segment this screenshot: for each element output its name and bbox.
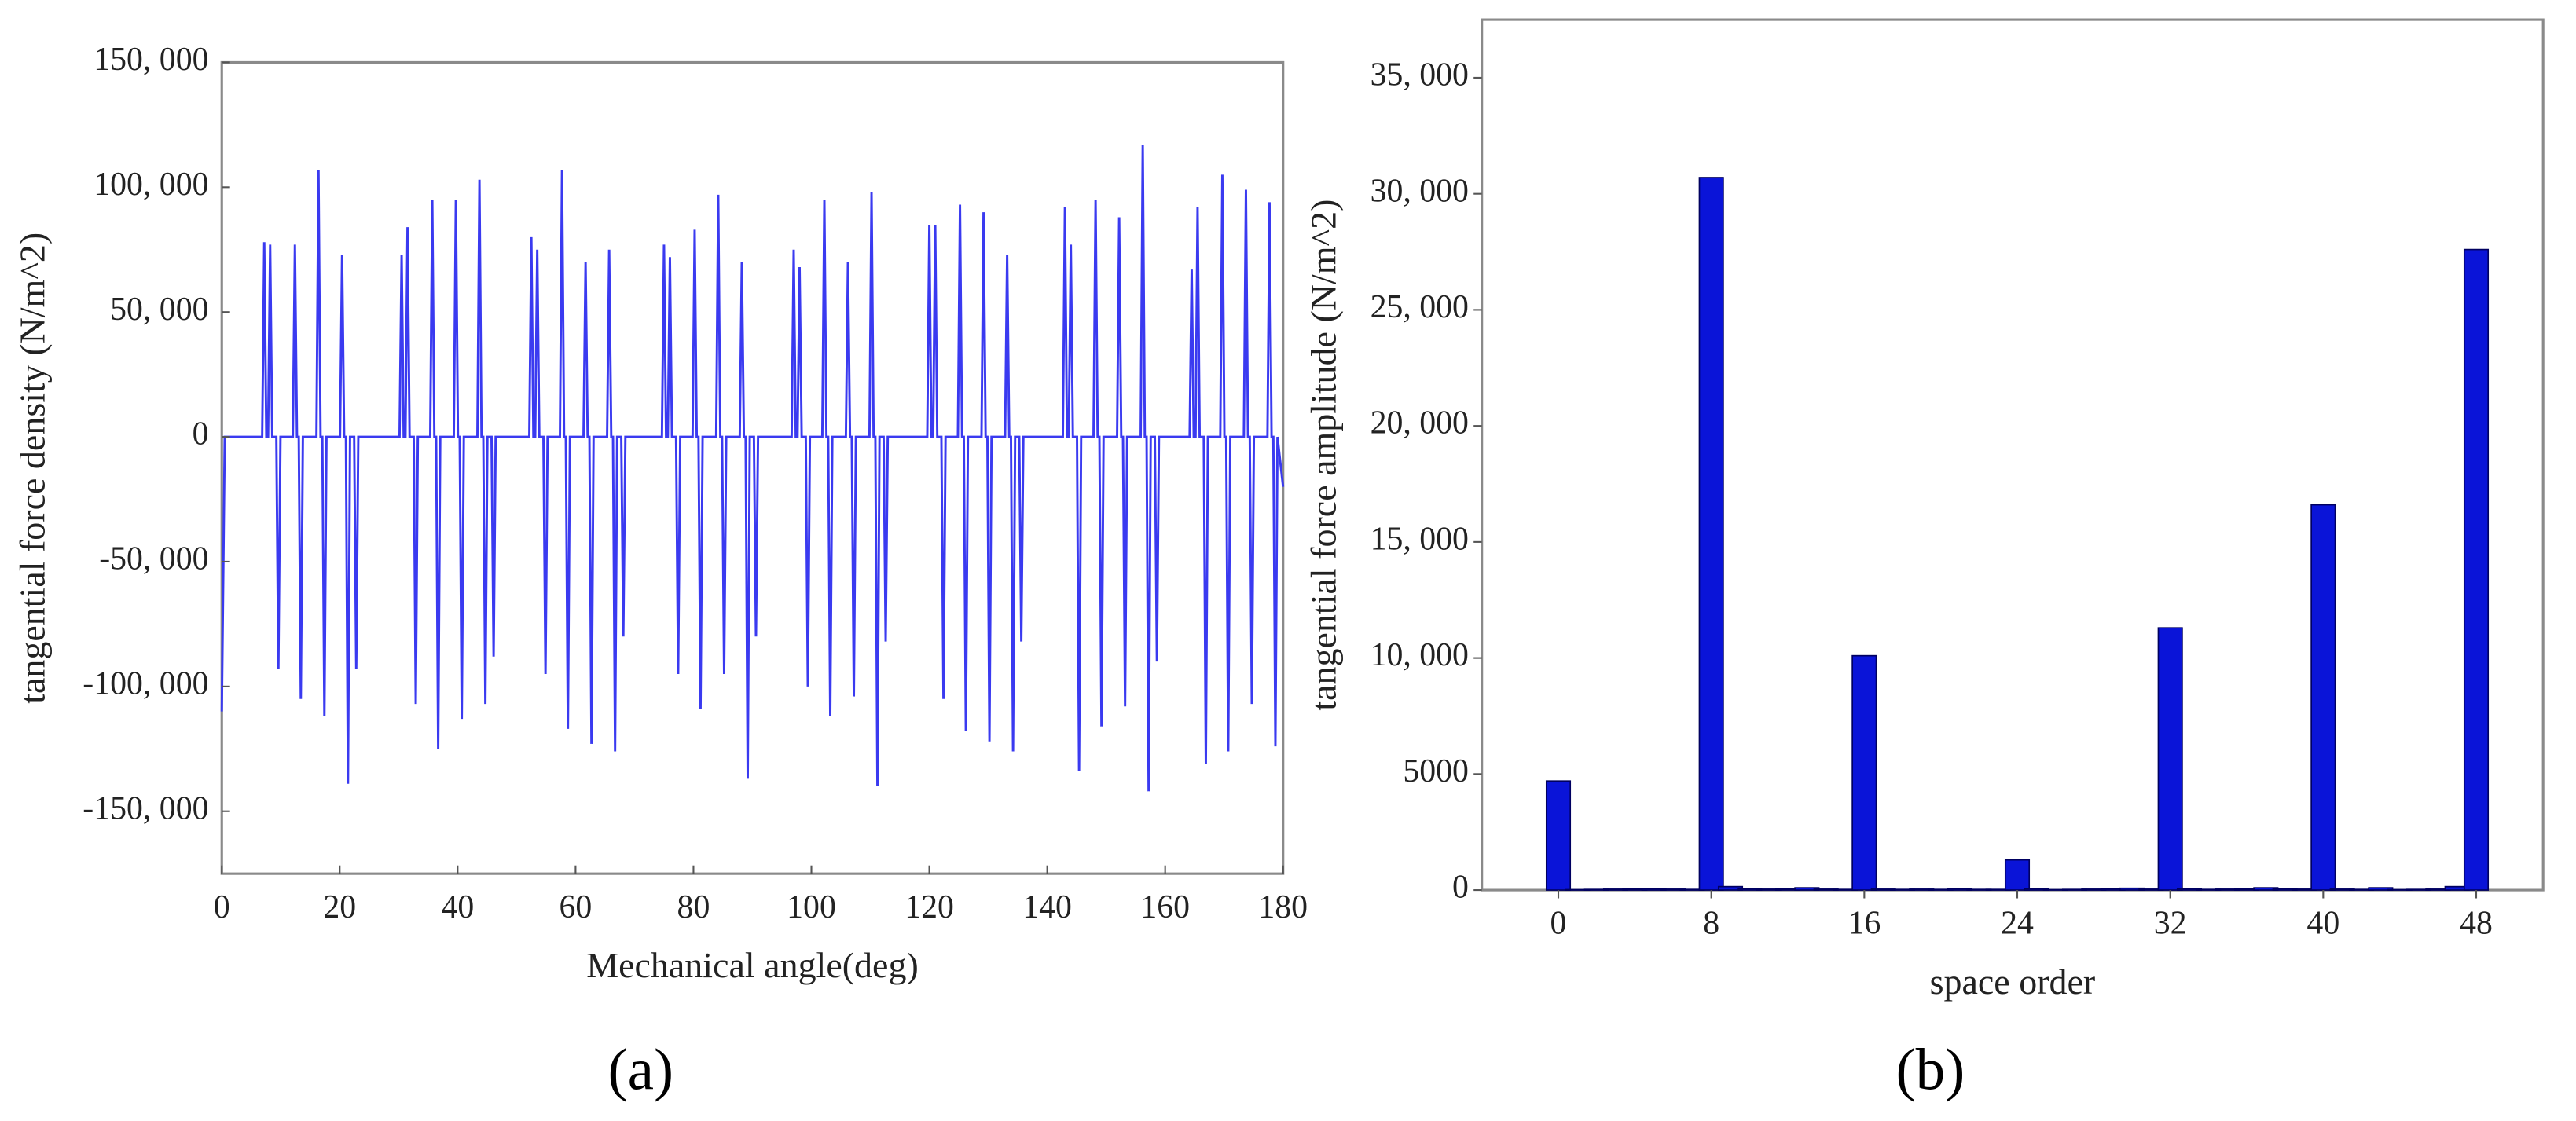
x-tick-label: 20 xyxy=(323,889,356,925)
plot-frame xyxy=(1481,18,2545,892)
y-tick-label: 150, 000 xyxy=(94,42,208,78)
x-tick-label: 180 xyxy=(1258,889,1308,925)
y-tick-label: 5000 xyxy=(1403,753,1469,789)
y-tick-label: -100, 000 xyxy=(83,665,208,702)
bar xyxy=(2157,627,2183,891)
y-tick-label: 35, 000 xyxy=(1371,57,1469,93)
x-tick-label: 16 xyxy=(1848,906,1881,942)
bar xyxy=(2463,248,2490,891)
bar xyxy=(1545,780,1572,891)
plot-frame xyxy=(220,60,1285,875)
x-axis-title: space order xyxy=(1930,962,2096,1002)
x-tick-label: 0 xyxy=(1550,906,1567,942)
y-tick-label: 50, 000 xyxy=(110,291,208,328)
line-series xyxy=(220,145,1285,792)
y-tick-label: 100, 000 xyxy=(94,167,208,203)
bar xyxy=(2310,504,2336,891)
x-tick-label: 24 xyxy=(2001,906,2034,942)
y-tick-label: 15, 000 xyxy=(1371,521,1469,557)
bar xyxy=(2368,887,2394,891)
bar xyxy=(2004,859,2031,891)
panel-caption: (a) xyxy=(608,1038,674,1103)
y-tick-label: 0 xyxy=(1452,870,1469,906)
bar xyxy=(1851,654,1877,891)
y-axis-title: tangential force amplitude (N/m^2) xyxy=(1304,200,1344,711)
x-tick-label: 0 xyxy=(214,889,230,925)
y-axis-title: tangential force density (N/m^2) xyxy=(13,233,53,704)
x-tick-label: 80 xyxy=(677,889,710,925)
y-tick-label: -50, 000 xyxy=(99,541,208,577)
x-tick-label: 60 xyxy=(560,889,593,925)
panel-caption: (b) xyxy=(1896,1038,1965,1103)
x-tick-label: 40 xyxy=(2306,906,2339,942)
x-axis-title: Mechanical angle(deg) xyxy=(586,945,919,985)
x-tick-label: 140 xyxy=(1022,889,1072,925)
y-tick-label: 10, 000 xyxy=(1371,637,1469,673)
y-tick-label: 20, 000 xyxy=(1371,405,1469,441)
x-tick-label: 100 xyxy=(787,889,836,925)
x-tick-label: 8 xyxy=(1703,906,1719,942)
bar xyxy=(1698,177,1724,891)
x-tick-label: 40 xyxy=(441,889,474,925)
x-tick-label: 120 xyxy=(905,889,954,925)
y-tick-label: -150, 000 xyxy=(83,790,208,826)
x-tick-label: 160 xyxy=(1140,889,1190,925)
x-tick-label: 32 xyxy=(2154,906,2187,942)
y-tick-label: 25, 000 xyxy=(1371,289,1469,325)
y-tick-label: 0 xyxy=(193,416,209,452)
x-tick-label: 48 xyxy=(2460,906,2493,942)
y-tick-label: 30, 000 xyxy=(1371,173,1469,209)
